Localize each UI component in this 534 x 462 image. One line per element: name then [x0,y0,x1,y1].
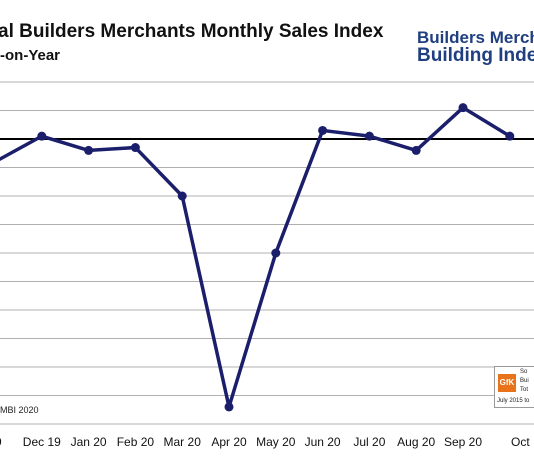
data-point [458,103,468,113]
data-point [84,145,94,155]
x-tick-label: Feb 20 [117,435,155,449]
x-axis-tick-labels: 19 Dec 19 Jan 20 Feb 20 Mar 20 Apr 20 May 20 Ju… [0,435,530,449]
x-tick-label: Dec 19 [23,435,61,449]
chart-subtitle: -on-Year [0,47,61,64]
data-point [177,191,187,201]
data-point [224,402,234,412]
brand-line-2: Building Index [417,45,534,66]
x-tick-label: Aug 20 [397,435,435,449]
gridlines [0,81,534,425]
source-box: GfK So Bui Tot July 2015 to [494,366,534,408]
source-line-2: Bui [520,378,529,384]
source-line-1: So [520,369,528,375]
data-point [37,131,47,141]
x-tick-label: Oct [511,435,530,449]
x-tick-label: May 20 [256,435,296,449]
data-point [364,131,374,141]
copyright-note: MBI 2020 [0,405,39,415]
data-points [37,103,515,412]
source-line-3: Tot [520,387,529,393]
data-point [505,131,515,141]
source-line-4: July 2015 to [497,398,530,404]
data-point [271,248,281,258]
x-tick-label: Jul 20 [353,435,385,449]
x-tick-label: Apr 20 [211,435,247,449]
x-tick-label: Jun 20 [305,435,341,449]
x-tick-label: Mar 20 [164,435,202,449]
data-point [411,145,421,155]
gfk-logo: GfK [498,374,516,392]
x-tick-label: Jan 20 [71,435,107,449]
data-point [318,125,328,135]
series-line [0,105,511,409]
x-tick-label: Sep 20 [444,435,482,449]
x-tick-label: 19 [0,435,2,449]
chart-title: al Builders Merchants Monthly Sales Inde… [0,21,384,42]
brand-line-1: Builders Mercha [417,28,534,47]
data-point [130,143,140,153]
